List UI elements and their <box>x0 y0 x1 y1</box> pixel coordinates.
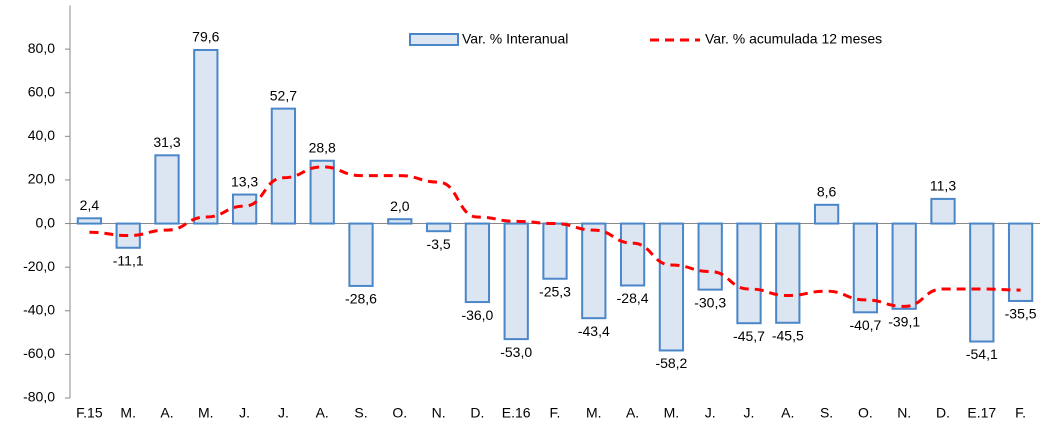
y-tick-label: 40,0 <box>28 127 55 143</box>
bar <box>348 222 374 287</box>
data-label: -54,1 <box>966 346 998 362</box>
bar <box>969 222 995 343</box>
data-label: 52,7 <box>270 87 297 103</box>
data-label: 13,3 <box>231 173 258 189</box>
bar <box>852 222 879 314</box>
x-tick-label: J. <box>239 405 250 421</box>
bar <box>464 222 491 304</box>
data-label: -53,0 <box>500 344 532 360</box>
data-label: -3,5 <box>427 236 451 252</box>
x-tick-label: M. <box>586 405 602 421</box>
data-label: 31,3 <box>153 134 180 150</box>
bar <box>309 159 335 225</box>
y-tick-label: -60,0 <box>23 345 55 361</box>
bar <box>813 203 840 225</box>
data-label: -58,2 <box>655 355 687 371</box>
data-label: -43,4 <box>578 323 610 339</box>
x-tick-label: M. <box>664 405 680 421</box>
data-label: -45,5 <box>772 327 804 343</box>
x-tick-label: D. <box>936 405 950 421</box>
y-tick-label: 80,0 <box>28 40 55 56</box>
data-label: -36,0 <box>461 307 493 323</box>
data-label: -28,4 <box>617 290 649 306</box>
bar <box>736 222 762 325</box>
y-tick-label: -20,0 <box>23 258 55 274</box>
bar <box>425 222 452 233</box>
x-tick-label: M. <box>120 405 136 421</box>
x-tick-label: A. <box>316 405 329 421</box>
line <box>89 165 1021 308</box>
data-label: -30,3 <box>694 294 726 310</box>
x-tick-label: F. <box>1015 405 1026 421</box>
bar <box>697 222 723 291</box>
x-tick-label: N. <box>432 405 446 421</box>
x-tick-label: E.17 <box>967 405 996 421</box>
x-tick-label: O. <box>392 405 407 421</box>
x-tick-label: A. <box>160 405 173 421</box>
data-label: -35,5 <box>1005 306 1037 322</box>
data-label: -40,7 <box>849 317 881 333</box>
data-label: -45,7 <box>733 328 765 344</box>
bar <box>154 154 180 225</box>
bar <box>1007 222 1034 302</box>
y-tick-label: -40,0 <box>23 301 55 317</box>
x-tick-label: O. <box>858 405 873 421</box>
bar <box>930 197 956 225</box>
bar <box>891 222 917 310</box>
data-label: 79,6 <box>192 29 219 45</box>
bar <box>658 222 685 352</box>
bar <box>542 222 568 280</box>
x-tick-label: A. <box>626 405 639 421</box>
x-tick-label: M. <box>198 405 214 421</box>
bar <box>775 222 801 324</box>
x-tick-label: F.15 <box>76 405 103 421</box>
x-tick-label: S. <box>820 405 833 421</box>
bar <box>581 222 607 320</box>
y-tick-label: -80,0 <box>23 389 55 405</box>
x-tick-label: E.16 <box>502 405 531 421</box>
bar <box>503 222 529 341</box>
data-label: -28,6 <box>345 291 377 307</box>
x-tick-label: A. <box>781 405 794 421</box>
x-tick-label: N. <box>897 405 911 421</box>
y-tick-label: 60,0 <box>28 83 55 99</box>
data-label: -25,3 <box>539 283 571 299</box>
x-tick-label: J. <box>744 405 755 421</box>
x-tick-label: D. <box>470 405 484 421</box>
x-tick-label: J. <box>705 405 716 421</box>
bar <box>387 218 413 225</box>
data-label: 2,0 <box>390 198 410 214</box>
legend-label: Var. % acumulada 12 meses <box>705 31 882 47</box>
x-tick-label: S. <box>354 405 367 421</box>
bar <box>619 222 646 287</box>
data-label: -11,1 <box>113 252 144 268</box>
y-tick-label: 20,0 <box>28 171 55 187</box>
x-tick-label: F. <box>550 405 561 421</box>
x-tick-label: J. <box>278 405 289 421</box>
data-label: 11,3 <box>930 178 956 194</box>
legend-swatch <box>409 33 459 46</box>
data-label: -39,1 <box>888 314 920 330</box>
bar <box>193 48 219 225</box>
data-label: 8,6 <box>817 184 837 200</box>
bar <box>270 107 297 225</box>
data-label: 2,4 <box>80 197 100 213</box>
y-tick-label: 0,0 <box>36 214 56 230</box>
bar <box>231 193 258 225</box>
data-label: 28,8 <box>309 139 336 155</box>
bar <box>76 217 103 225</box>
legend-label: Var. % Interanual <box>462 31 568 47</box>
